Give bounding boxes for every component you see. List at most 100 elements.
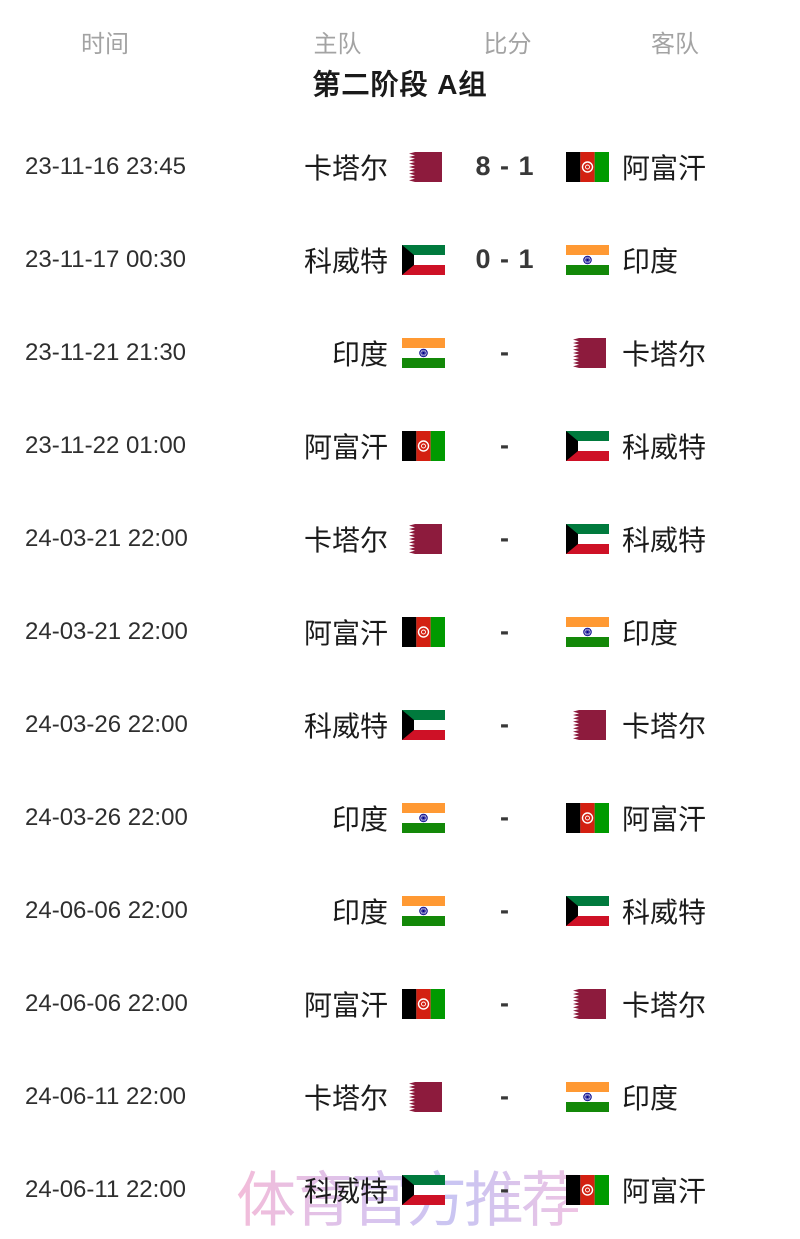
match-score: -: [500, 988, 510, 1018]
match-time: 24-06-11 22:00: [25, 1175, 187, 1203]
match-time: 24-06-06 22:00: [25, 989, 188, 1017]
group-title: 第二阶段 A组: [312, 69, 488, 100]
flag-icon-afghanistan: [401, 616, 445, 647]
away-team-name: 卡塔尔: [622, 989, 707, 1021]
away-team-name: 科威特: [622, 896, 707, 928]
match-score: 8 - 1: [475, 151, 535, 181]
match-row[interactable]: 24-03-21 22:00 卡塔尔 - 科威特: [0, 492, 800, 585]
home-team-name: 印度: [331, 338, 388, 370]
away-team-cell: 阿富汗: [565, 1170, 800, 1210]
match-time: 24-03-26 22:00: [25, 710, 188, 738]
home-team-cell: 卡塔尔: [210, 147, 445, 187]
table-header: 时间 主队 比分 客队: [0, 0, 800, 58]
flag-icon-india: [565, 616, 609, 647]
column-header-home: 主队: [313, 31, 362, 58]
match-row[interactable]: 24-06-11 22:00 科威特 - 阿富汗: [0, 1143, 800, 1236]
match-row[interactable]: 23-11-17 00:30 科威特 0 - 1 印度: [0, 213, 800, 306]
away-team-cell: 卡塔尔: [565, 705, 800, 745]
away-team-cell: 卡塔尔: [565, 984, 800, 1024]
away-team-cell: 卡塔尔: [565, 333, 800, 373]
flag-icon-india: [401, 337, 445, 368]
match-time: 23-11-21 21:30: [25, 338, 187, 366]
away-team-cell: 阿富汗: [565, 798, 800, 838]
match-row[interactable]: 23-11-21 21:30 印度 - 卡塔尔: [0, 306, 800, 399]
flag-icon-afghanistan: [401, 430, 445, 461]
home-team-cell: 科威特: [210, 1170, 445, 1210]
home-team-name: 印度: [331, 896, 388, 928]
flag-icon-india: [565, 1081, 609, 1112]
home-team-cell: 科威特: [210, 240, 445, 280]
away-team-cell: 科威特: [565, 426, 800, 466]
home-team-name: 科威特: [303, 245, 388, 277]
flag-icon-qatar: [401, 1081, 445, 1112]
away-team-cell: 科威特: [565, 519, 800, 559]
column-header-away: 客队: [651, 31, 699, 58]
home-team-cell: 阿富汗: [210, 426, 445, 466]
match-score: -: [500, 430, 510, 460]
match-score: -: [500, 709, 510, 739]
home-team-cell: 卡塔尔: [210, 519, 445, 559]
home-team-cell: 卡塔尔: [210, 1077, 445, 1117]
match-time: 23-11-17 00:30: [25, 245, 187, 273]
match-score: -: [500, 1081, 510, 1111]
match-row[interactable]: 24-03-26 22:00 科威特 - 卡塔尔: [0, 678, 800, 771]
flag-icon-afghanistan: [565, 1174, 609, 1205]
match-row[interactable]: 24-03-26 22:00 印度 - 阿富汗: [0, 771, 800, 864]
away-team-cell: 印度: [565, 1077, 800, 1117]
home-team-name: 卡塔尔: [303, 152, 388, 184]
match-score: -: [500, 895, 510, 925]
flag-icon-qatar: [401, 523, 445, 554]
away-team-name: 印度: [622, 245, 679, 277]
flag-icon-afghanistan: [565, 151, 609, 182]
match-score: -: [500, 802, 510, 832]
match-row[interactable]: 23-11-22 01:00 阿富汗 - 科威特: [0, 399, 800, 492]
home-team-cell: 印度: [210, 891, 445, 931]
flag-icon-kuwait: [565, 895, 609, 926]
flag-icon-qatar: [565, 337, 609, 368]
match-row[interactable]: 23-11-16 23:45 卡塔尔 8 - 1 阿富汗: [0, 120, 800, 213]
flag-icon-kuwait: [565, 430, 609, 461]
match-score: -: [500, 337, 510, 367]
home-team-name: 印度: [331, 803, 388, 835]
away-team-cell: 科威特: [565, 891, 800, 931]
flag-icon-afghanistan: [401, 988, 445, 1019]
home-team-name: 阿富汗: [303, 617, 388, 649]
away-team-name: 阿富汗: [622, 803, 707, 835]
home-team-name: 卡塔尔: [303, 1082, 388, 1114]
match-row[interactable]: 24-06-06 22:00 印度 - 科威特: [0, 864, 800, 957]
match-time: 24-03-21 22:00: [25, 617, 188, 645]
match-score: -: [500, 1174, 510, 1204]
flag-icon-kuwait: [401, 709, 445, 740]
home-team-name: 卡塔尔: [303, 524, 388, 556]
match-score: 0 - 1: [475, 244, 535, 274]
flag-icon-qatar: [401, 151, 445, 182]
match-time: 24-06-11 22:00: [25, 1082, 187, 1110]
away-team-name: 科威特: [622, 431, 707, 463]
match-row[interactable]: 24-03-21 22:00 阿富汗 - 印度: [0, 585, 800, 678]
home-team-cell: 阿富汗: [210, 612, 445, 652]
away-team-name: 印度: [622, 1082, 679, 1114]
away-team-name: 科威特: [622, 524, 707, 556]
flag-icon-kuwait: [401, 1174, 445, 1205]
match-score: -: [500, 616, 510, 646]
flag-icon-kuwait: [565, 523, 609, 554]
home-team-cell: 科威特: [210, 705, 445, 745]
home-team-name: 科威特: [303, 1175, 388, 1207]
home-team-cell: 印度: [210, 333, 445, 373]
match-row[interactable]: 24-06-06 22:00 阿富汗 - 卡塔尔: [0, 957, 800, 1050]
home-team-cell: 印度: [210, 798, 445, 838]
away-team-name: 印度: [622, 617, 679, 649]
flag-icon-india: [565, 244, 609, 275]
home-team-name: 阿富汗: [303, 431, 388, 463]
away-team-name: 阿富汗: [622, 152, 707, 184]
away-team-cell: 阿富汗: [565, 147, 800, 187]
home-team-cell: 阿富汗: [210, 984, 445, 1024]
match-time: 23-11-16 23:45: [25, 152, 187, 180]
match-row[interactable]: 24-06-11 22:00 卡塔尔 - 印度: [0, 1050, 800, 1143]
away-team-name: 阿富汗: [622, 1175, 707, 1207]
away-team-name: 卡塔尔: [622, 710, 707, 742]
home-team-name: 科威特: [303, 710, 388, 742]
away-team-name: 卡塔尔: [622, 338, 707, 370]
match-time: 24-03-21 22:00: [25, 524, 188, 552]
match-time: 24-03-26 22:00: [25, 803, 188, 831]
